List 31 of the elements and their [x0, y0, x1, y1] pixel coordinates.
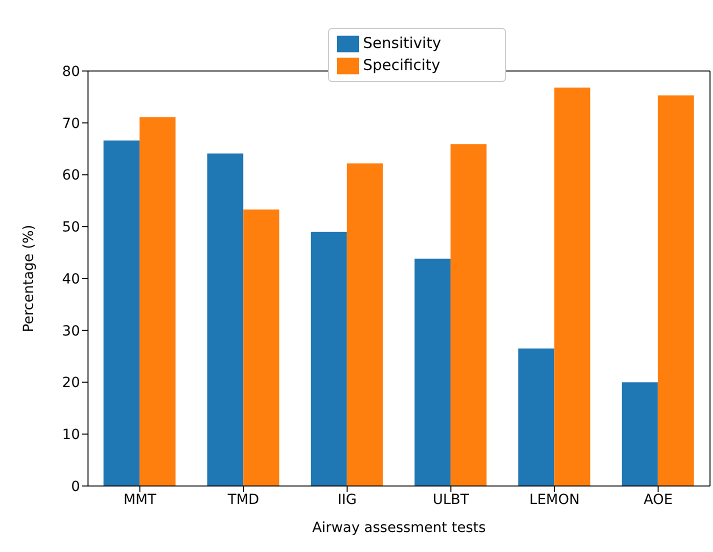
y-tick-label: 30: [62, 323, 80, 340]
x-tick-label: MMT: [123, 492, 157, 508]
x-axis-title: Airway assessment tests: [312, 520, 486, 536]
x-tick-label: AOE: [644, 492, 673, 508]
y-tick-label: 60: [62, 168, 80, 184]
bar: [140, 117, 176, 486]
y-tick-label: 20: [62, 375, 80, 392]
y-axis-title: Percentage (%): [20, 224, 37, 332]
x-tick-label: TMD: [226, 492, 260, 508]
x-tick-label: IIG: [338, 492, 357, 508]
y-tick-label: 50: [62, 220, 80, 236]
x-tick-label: LEMON: [529, 492, 580, 508]
bar: [104, 140, 140, 486]
y-tick-label: 70: [62, 116, 80, 132]
bar: [622, 382, 658, 486]
bar: [243, 210, 280, 486]
bar: [414, 258, 451, 486]
legend-label: Specificity: [363, 56, 440, 74]
x-tick-label: ULBT: [432, 492, 470, 508]
bar: [554, 88, 590, 486]
bar: [207, 153, 244, 486]
y-tick-label: 40: [62, 271, 80, 288]
bar: [450, 144, 487, 486]
y-tick-label: 0: [71, 478, 80, 495]
y-tick-label: 10: [62, 427, 80, 444]
legend-label: Sensitivity: [363, 34, 442, 52]
y-tick-label: 80: [62, 64, 80, 80]
bar: [310, 232, 347, 486]
bar: [518, 348, 554, 486]
bar: [658, 95, 694, 486]
bar: [346, 163, 383, 486]
